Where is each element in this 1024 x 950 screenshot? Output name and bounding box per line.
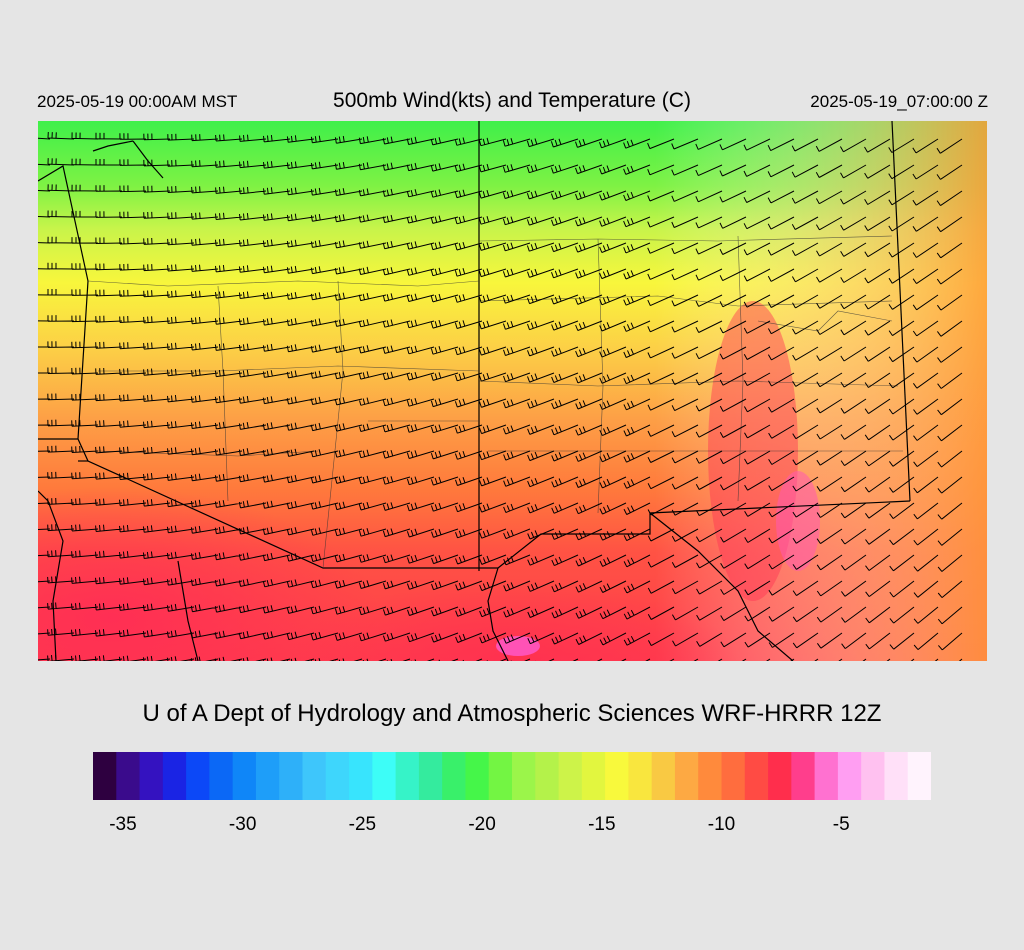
colorbar-swatch [418,752,443,800]
credit-text: U of A Dept of Hydrology and Atmospheric… [142,700,882,727]
colorbar-swatch [628,752,653,800]
colorbar-swatch [395,752,420,800]
colorbar-tick-label: -30 [228,814,257,835]
colorbar-swatch [744,752,769,800]
colorbar-swatch [255,752,280,800]
colorbar-swatch [372,752,397,800]
colorbar-swatch [488,752,513,800]
map-title: 500mb Wind(kts) and Temperature (C) [333,89,691,112]
colorbar-swatch [116,752,141,800]
colorbar-tick-label: -20 [468,814,496,835]
colorbar-swatch [465,752,490,800]
colorbar-swatch [907,752,931,800]
colorbar-swatch [139,752,164,800]
colorbar-tick-label: -15 [588,814,616,835]
colorbar-swatch [232,752,257,800]
colorbar-swatch [512,752,536,800]
colorbar-tick-label: -25 [348,814,377,835]
wind-barbs [38,131,963,661]
colorbar-swatch [325,752,350,800]
colorbar-swatch [698,752,722,800]
colorbar-swatch [535,752,560,800]
colorbar-tick-label: -35 [109,814,137,835]
colorbar-swatch [791,752,816,800]
colorbar-swatch [861,752,885,800]
colorbar-swatch [581,752,606,800]
utc-time-label: 2025-05-19_07:00:00 Z [810,92,988,111]
colorbar-swatch [651,752,676,800]
colorbar-swatch [814,752,839,800]
colorbar-swatch [186,752,210,800]
colorbar-swatch [349,752,373,800]
colorbar-tick-label: -10 [707,814,736,835]
colorbar-tick-label: -5 [832,814,850,835]
colorbar-swatch [302,752,327,800]
state-border-east [891,121,911,502]
temperature-colorbar [93,752,931,800]
weather-map [38,121,987,661]
colorbar-swatch [768,752,792,800]
colorbar-swatch [442,752,466,800]
colorbar-swatch [721,752,746,800]
colorbar-swatch [162,752,187,800]
colorbar-swatch [558,752,583,800]
colorbar-swatch [605,752,629,800]
colorbar-swatch [279,752,303,800]
colorbar-swatch [837,752,862,800]
local-time-label: 2025-05-19 00:00AM MST [37,92,238,111]
colorbar-swatch [93,752,117,800]
colorbar-swatch [674,752,699,800]
colorbar-swatch [884,752,909,800]
colorbar-swatch [209,752,234,800]
